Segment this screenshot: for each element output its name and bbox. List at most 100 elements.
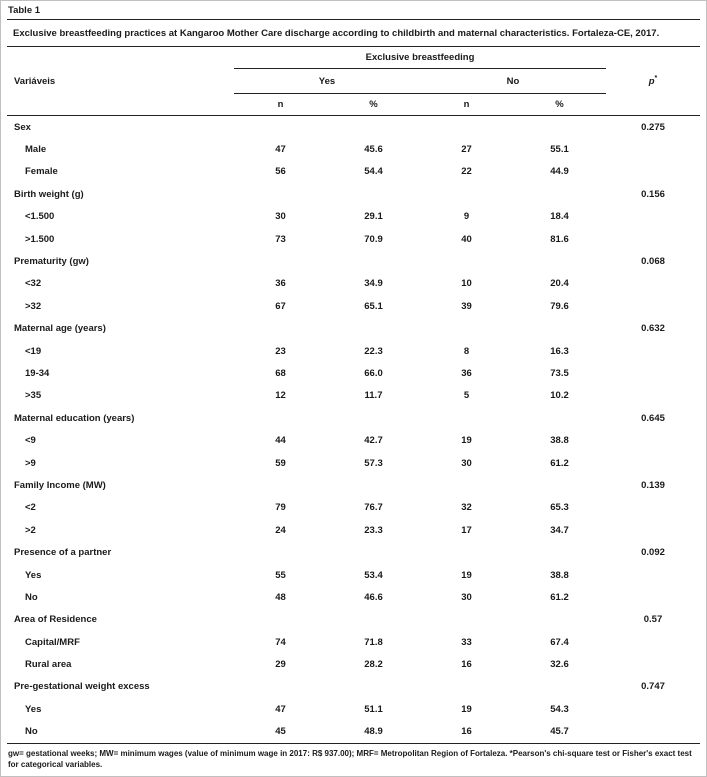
subheader-no-pct: % [555,99,564,110]
cell-value [327,609,420,631]
cell-value [420,318,513,340]
row-label: Yes [25,703,42,715]
row-label: >2 [25,524,36,536]
table-row: Rural area 29 28.2 16 32.6 [7,653,700,675]
table-row: <32 36 34.9 10 20.4 [7,273,700,295]
cell-value [420,250,513,272]
header-spacer-left [7,47,234,69]
cell-value: 30 [275,211,286,223]
p-value [606,385,700,407]
cell-value: 8 [463,345,470,357]
cell-value: 24 [275,524,286,536]
cell-value: 16 [461,726,472,738]
p-value: 0.645 [641,412,665,424]
table-row: Female 56 54.4 22 44.9 [7,161,700,183]
subheader-yes-pct: % [369,99,378,110]
subheader-yes-n: n [277,99,284,110]
yes-column-header: Yes [318,75,336,87]
row-label: Presence of a partner [14,547,112,559]
cell-value: 36 [461,367,472,379]
cell-value: 34.9 [364,278,383,290]
table-row: >1.500 73 70.9 40 81.6 [7,228,700,250]
cell-value: 16 [461,659,472,671]
table-row: <1.500 30 29.1 9 18.4 [7,206,700,228]
cell-value [234,541,327,563]
p-value [606,362,700,384]
table-body: Sex 0.275 Male 47 45.6 27 55.1 Female 56 54.4 22 44… [7,116,700,743]
row-label: No [25,591,38,603]
p-value [606,429,700,451]
table-row: Family Income (MW) 0.139 [7,474,700,496]
p-value [606,586,700,608]
cell-value [234,116,327,138]
cell-value [513,116,606,138]
cell-value: 56 [275,166,286,178]
table-row: 19-34 68 66.0 36 73.5 [7,362,700,384]
cell-value: 10 [461,278,472,290]
cell-value: 30 [461,591,472,603]
header-group-row: Exclusive breastfeeding [7,47,700,69]
cell-value: 65.1 [364,300,383,312]
table-row: Yes 55 53.4 19 38.8 [7,564,700,586]
table-number: Table 1 [8,5,41,16]
cell-value: 54.3 [550,703,569,715]
cell-value [234,609,327,631]
table-row: <2 79 76.7 32 65.3 [7,497,700,519]
p-value [606,497,700,519]
cell-value: 51.1 [364,703,383,715]
cell-value [327,541,420,563]
cell-value: 47 [275,144,286,156]
row-label: Pre-gestational weight excess [14,681,150,693]
divider-under-header [7,115,700,116]
cell-value: 65.3 [550,502,569,514]
table-row: Pre-gestational weight excess 0.747 [7,676,700,698]
cell-value [513,318,606,340]
p-value [606,721,700,743]
row-label: Female [25,166,58,178]
cell-value: 47 [275,703,286,715]
cell-value [420,116,513,138]
p-value [606,452,700,474]
p-value [606,564,700,586]
p-value: 0.156 [641,188,665,200]
cell-value [327,318,420,340]
cell-value [420,676,513,698]
table-row: Yes 47 51.1 19 54.3 [7,698,700,720]
p-value [606,138,700,160]
cell-value: 81.6 [550,233,569,245]
table-row: Maternal education (years) 0.645 [7,407,700,429]
cell-value: 10.2 [550,390,569,402]
row-label: Prematurity (gw) [14,256,89,268]
cell-value: 22.3 [364,345,383,357]
cell-value: 66.0 [364,367,383,379]
cell-value [420,609,513,631]
table-row: >2 24 23.3 17 34.7 [7,519,700,541]
cell-value: 67 [275,300,286,312]
cell-value [513,183,606,205]
cell-value [513,676,606,698]
cell-value [513,250,606,272]
column-group-header: Exclusive breastfeeding [365,52,475,63]
table-row: Birth weight (g) 0.156 [7,183,700,205]
p-header-label: p* [648,74,658,87]
cell-value: 36 [275,278,286,290]
cell-value: 74 [275,636,286,648]
cell-value [327,116,420,138]
header-spacer-right [606,47,700,69]
cell-value [513,541,606,563]
cell-value: 59 [275,457,286,469]
p-value [606,273,700,295]
cell-value: 19 [461,569,472,581]
cell-value [234,318,327,340]
table-row: No 48 46.6 30 61.2 [7,586,700,608]
row-label: <32 [25,278,42,290]
p-value: 0.632 [641,323,665,335]
cell-value: 48.9 [364,726,383,738]
table-footnote: gw= gestational weeks; MW= minimum wages… [8,748,692,769]
cell-value: 61.2 [550,591,569,603]
row-label: <2 [25,502,36,514]
cell-value: 68 [275,367,286,379]
cell-value: 20.4 [550,278,569,290]
table-row: >32 67 65.1 39 79.6 [7,295,700,317]
